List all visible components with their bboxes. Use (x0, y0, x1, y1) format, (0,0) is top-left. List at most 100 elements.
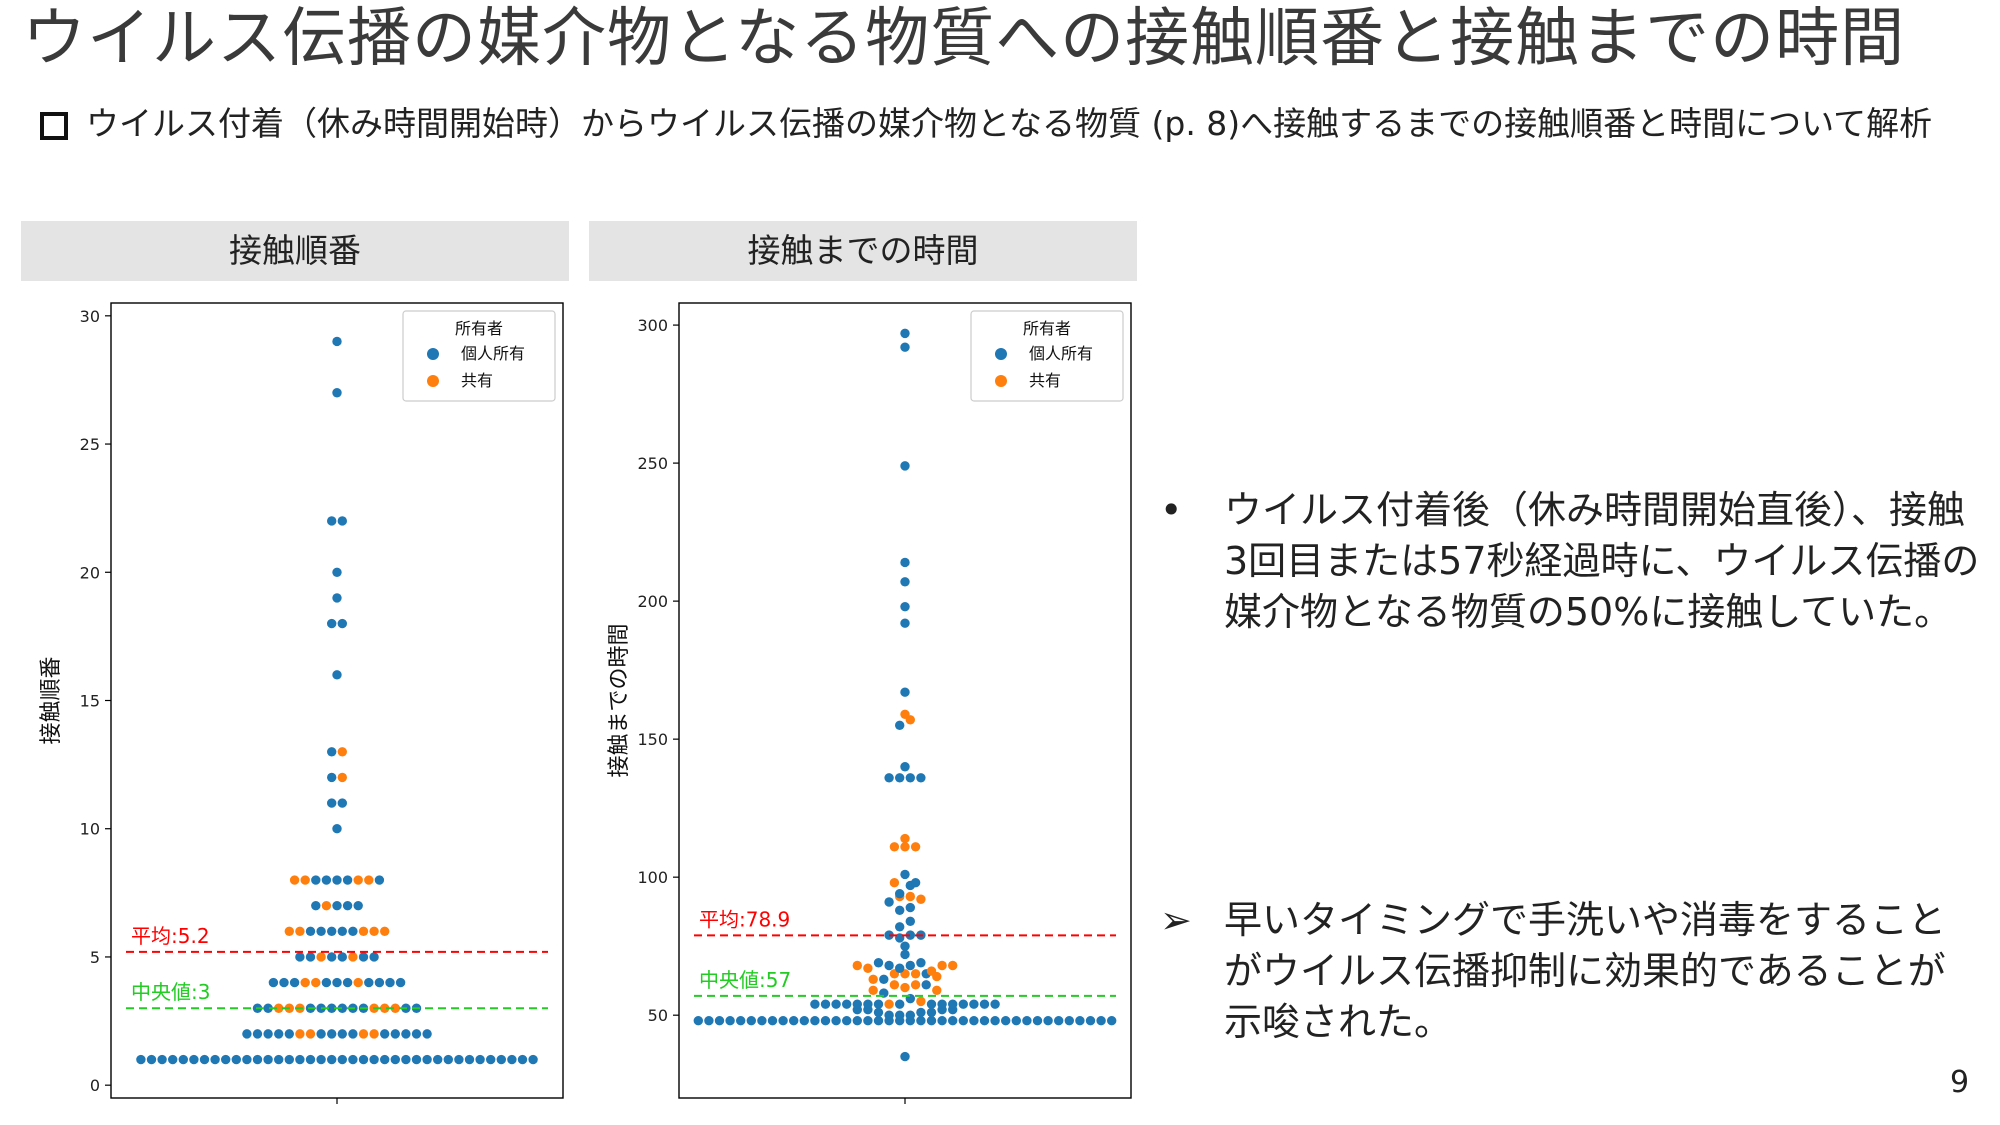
data-point-shared (868, 974, 878, 985)
intro-bullet: ウイルス付着（休み時間開始時）からウイルス伝播の媒介物となる物質 (p. 8)へ… (40, 102, 1960, 146)
data-point-private (327, 798, 337, 808)
data-point-private (284, 1029, 294, 1039)
data-point-private (884, 960, 894, 971)
data-point-private (693, 1016, 703, 1026)
data-point-private (1075, 1016, 1085, 1026)
data-point-private (979, 999, 990, 1009)
data-point-private (475, 1054, 485, 1065)
data-point-private (263, 1054, 273, 1065)
data-point-private (1064, 1016, 1074, 1026)
data-point-private (895, 1010, 905, 1020)
data-point-shared (948, 960, 958, 971)
data-point-private (905, 773, 915, 783)
data-point-private (210, 1054, 220, 1065)
legend-entry: 共有 (1029, 371, 1061, 390)
data-point-private (496, 1054, 506, 1065)
data-point-private (337, 618, 347, 629)
data-point-private (958, 1016, 968, 1026)
y-tick-label: 5 (90, 948, 100, 967)
data-point-shared (289, 875, 300, 885)
data-point-private (873, 1007, 884, 1018)
data-point-private (369, 952, 379, 962)
data-point-shared (295, 1029, 305, 1039)
data-point-private (900, 618, 910, 628)
data-point-private (337, 926, 347, 937)
data-point-private (332, 336, 342, 347)
data-point-private (895, 905, 905, 915)
data-point-private (1001, 1016, 1011, 1026)
y-tick-label: 20 (80, 563, 100, 582)
data-point-private (295, 1054, 305, 1065)
data-point-private (268, 977, 279, 988)
data-point-private (926, 1007, 937, 1018)
data-point-shared (284, 926, 294, 937)
conclusion-item: ➢ 早いタイミングで手洗いや消毒をすることがウイルス伝播抑制に効果的であることが… (1160, 895, 1980, 1048)
mean-label: 平均:78.9 (699, 907, 790, 931)
data-point-private (905, 930, 915, 940)
data-point-private (316, 1029, 326, 1039)
data-point-shared (358, 1029, 369, 1039)
median-label: 中央値:57 (699, 968, 791, 992)
data-point-private (1011, 1016, 1021, 1026)
data-point-private (231, 1054, 241, 1065)
data-point-private (337, 1054, 347, 1065)
data-point-private (348, 1054, 358, 1065)
data-point-private (369, 1054, 379, 1065)
data-point-private (879, 974, 889, 985)
legend-marker (427, 375, 439, 387)
data-point-shared (274, 1003, 284, 1013)
data-point-private (332, 670, 342, 680)
data-point-private (327, 1003, 337, 1013)
data-point-shared (916, 996, 926, 1007)
legend-marker (995, 348, 1007, 360)
data-point-private (443, 1054, 453, 1065)
data-point-private (342, 977, 353, 988)
data-point-private (517, 1054, 528, 1065)
data-point-private (337, 516, 347, 526)
data-point-private (736, 1016, 746, 1026)
data-point-shared (863, 963, 873, 973)
data-point-private (799, 1016, 809, 1026)
data-point-private (263, 1029, 273, 1039)
data-point-shared (910, 969, 921, 979)
data-point-private (242, 1029, 252, 1039)
data-point-private (1085, 1016, 1096, 1026)
legend-entry: 個人所有 (1029, 344, 1093, 363)
data-point-shared (889, 842, 900, 852)
panel-header-contact-order: 接触順番 (21, 221, 569, 281)
data-point-private (900, 328, 910, 339)
data-point-private (900, 762, 910, 772)
data-point-private (937, 999, 947, 1009)
data-point-private (311, 875, 321, 885)
y-tick-label: 15 (80, 692, 100, 711)
data-point-private (385, 977, 395, 988)
data-point-private (852, 999, 862, 1009)
data-point-private (990, 999, 1000, 1009)
data-point-private (342, 875, 353, 885)
y-tick-label: 25 (80, 435, 100, 454)
data-point-private (1022, 1016, 1032, 1026)
data-point-private (895, 963, 905, 973)
data-point-private (401, 1054, 411, 1065)
data-point-private (146, 1054, 157, 1065)
data-point-shared (916, 894, 926, 904)
data-point-private (353, 900, 363, 911)
data-point-shared (311, 977, 321, 988)
data-point-private (337, 798, 347, 808)
data-point-private (311, 900, 321, 911)
y-axis-label: 接触までの時間 (607, 623, 632, 777)
data-point-private (884, 1010, 894, 1020)
data-point-private (916, 773, 926, 783)
data-point-private (905, 916, 915, 927)
data-point-private (390, 1029, 400, 1039)
data-point-private (831, 1016, 841, 1026)
data-point-shared (926, 966, 937, 976)
panel-header-time-to-contact: 接触までの時間 (589, 221, 1137, 281)
finding-text: ウイルス付着後（休み時間開始直後）、接触3回目または57秒経過時に、ウイルス伝播… (1224, 488, 1980, 634)
y-axis-label: 接触順番 (39, 656, 64, 744)
data-point-shared (910, 980, 921, 990)
data-point-private (332, 824, 342, 834)
data-point-private (263, 1003, 273, 1013)
data-point-private (884, 773, 894, 783)
data-point-private (332, 567, 342, 577)
